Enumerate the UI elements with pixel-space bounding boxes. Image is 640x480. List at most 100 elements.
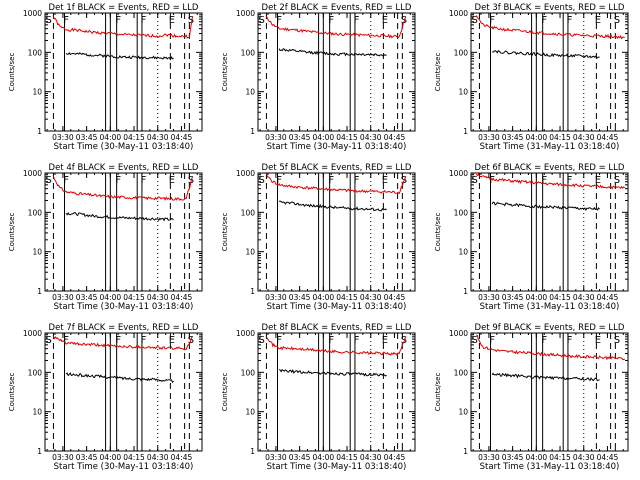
x-tick-label: 04:00 bbox=[313, 293, 335, 302]
x-tick-label: 04:15 bbox=[549, 453, 571, 462]
x-tick-label: 04:30 bbox=[147, 453, 169, 462]
x-axis-label: Start Time (30-May-11 03:18:40) bbox=[54, 142, 194, 152]
x-tick-label: 04:45 bbox=[384, 133, 406, 142]
x-tick-label: 03:45 bbox=[289, 453, 311, 462]
x-axis-label: Start Time (30-May-11 03:18:40) bbox=[267, 462, 407, 472]
x-tick-label: 04:30 bbox=[360, 133, 382, 142]
y-tick-label: 1 bbox=[250, 447, 255, 456]
panel-det-4: Det 4f BLACK = Events, RED = LLD Counts/s… bbox=[8, 163, 203, 312]
y-axis-label: Counts/sec bbox=[8, 53, 16, 92]
y-tick-label: 1000 bbox=[449, 9, 468, 18]
x-tick-label: 04:00 bbox=[526, 293, 548, 302]
x-tick-label: 03:45 bbox=[502, 293, 524, 302]
interval-letter: E bbox=[595, 15, 601, 26]
y-tick-label: 1 bbox=[37, 127, 42, 136]
lld-series-line bbox=[265, 336, 406, 357]
plot-frame bbox=[257, 172, 416, 292]
x-tick-label: 04:45 bbox=[171, 293, 193, 302]
x-axis-label: Start Time (30-May-11 03:18:40) bbox=[54, 302, 194, 312]
x-tick-label: 03:45 bbox=[76, 293, 98, 302]
y-tick-label: 100 bbox=[454, 208, 469, 217]
x-tick-label: 03:30 bbox=[52, 453, 74, 462]
panel-det-9: Det 9f BLACK = Events, RED = LLD Counts/s… bbox=[434, 323, 629, 472]
interval-letter: F bbox=[489, 15, 495, 26]
x-tick-label: 03:30 bbox=[478, 133, 500, 142]
x-tick-label: 04:15 bbox=[336, 293, 358, 302]
events-series-line bbox=[491, 372, 600, 382]
events-series-line bbox=[65, 52, 174, 61]
y-axis-label: Counts/sec bbox=[434, 213, 442, 252]
interval-letter: F bbox=[276, 175, 282, 186]
y-tick-label: 100 bbox=[28, 368, 43, 377]
chart-title: Det 5f BLACK = Events, RED = LLD bbox=[262, 163, 412, 173]
interval-letter: F bbox=[354, 175, 360, 186]
x-tick-label: 04:00 bbox=[526, 133, 548, 142]
x-tick-label: 04:00 bbox=[313, 453, 335, 462]
interval-letter: E bbox=[169, 15, 175, 26]
interval-letter: E bbox=[169, 335, 175, 346]
x-tick-label: 04:15 bbox=[336, 453, 358, 462]
interval-letter: S bbox=[472, 335, 478, 346]
interval-letter: S bbox=[472, 175, 478, 186]
y-tick-label: 10 bbox=[32, 408, 42, 417]
interval-letter: F bbox=[63, 175, 69, 186]
plot-frame bbox=[44, 172, 203, 292]
plot-frame bbox=[470, 12, 629, 132]
y-tick-label: 100 bbox=[454, 368, 469, 377]
x-tick-label: 04:45 bbox=[384, 293, 406, 302]
interval-letter: F bbox=[541, 175, 547, 186]
chart-title: Det 4f BLACK = Events, RED = LLD bbox=[49, 163, 199, 173]
interval-letter: S bbox=[259, 15, 265, 26]
events-series-line bbox=[278, 368, 387, 377]
interval-letter: E bbox=[595, 175, 601, 186]
lld-series-line bbox=[475, 173, 626, 190]
interval-letter: S bbox=[46, 15, 52, 26]
y-axis-label: Counts/sec bbox=[221, 373, 229, 412]
y-axis-label: Counts/sec bbox=[221, 53, 229, 92]
x-tick-label: 04:15 bbox=[123, 453, 145, 462]
interval-letter: S bbox=[614, 335, 620, 346]
x-axis-label: Start Time (31-May-11 03:18:40) bbox=[480, 462, 620, 472]
y-tick-label: 10 bbox=[458, 88, 468, 97]
panel-det-7: Det 7f BLACK = Events, RED = LLD Counts/s… bbox=[8, 323, 203, 472]
interval-letter: F bbox=[354, 335, 360, 346]
x-tick-label: 03:30 bbox=[52, 293, 74, 302]
interval-letter: F bbox=[567, 15, 573, 26]
x-tick-label: 04:30 bbox=[360, 293, 382, 302]
x-tick-label: 04:30 bbox=[147, 293, 169, 302]
x-tick-label: 03:30 bbox=[478, 453, 500, 462]
y-tick-label: 1 bbox=[37, 447, 42, 456]
interval-letter: S bbox=[259, 335, 265, 346]
interval-letter: E bbox=[382, 15, 388, 26]
interval-letter: F bbox=[141, 175, 147, 186]
interval-letter: F bbox=[328, 15, 334, 26]
x-tick-label: 03:45 bbox=[289, 293, 311, 302]
plot-frame bbox=[44, 12, 203, 132]
x-tick-label: 03:30 bbox=[265, 133, 287, 142]
interval-letter: F bbox=[489, 335, 495, 346]
events-series-line bbox=[491, 201, 600, 212]
x-tick-label: 04:45 bbox=[384, 453, 406, 462]
events-series-line bbox=[491, 50, 600, 59]
x-tick-label: 04:30 bbox=[360, 453, 382, 462]
x-tick-label: 04:00 bbox=[100, 453, 122, 462]
y-tick-label: 1 bbox=[463, 447, 468, 456]
x-tick-label: 03:30 bbox=[265, 453, 287, 462]
panel-det-1: Det 1f BLACK = Events, RED = LLD Counts/s… bbox=[8, 3, 203, 152]
interval-letter: F bbox=[115, 335, 121, 346]
y-tick-label: 10 bbox=[32, 248, 42, 257]
interval-letter: F bbox=[328, 175, 334, 186]
events-series-line bbox=[278, 48, 387, 57]
y-tick-label: 100 bbox=[28, 48, 43, 57]
x-tick-label: 04:15 bbox=[123, 293, 145, 302]
interval-letter: F bbox=[63, 15, 69, 26]
x-axis-label: Start Time (31-May-11 03:18:40) bbox=[480, 142, 620, 152]
x-tick-label: 04:00 bbox=[526, 453, 548, 462]
x-tick-label: 03:30 bbox=[265, 293, 287, 302]
y-tick-label: 1000 bbox=[236, 329, 255, 338]
interval-letter: E bbox=[382, 175, 388, 186]
interval-letter: E bbox=[169, 175, 175, 186]
interval-letter: F bbox=[276, 335, 282, 346]
lld-series-line bbox=[52, 176, 193, 202]
